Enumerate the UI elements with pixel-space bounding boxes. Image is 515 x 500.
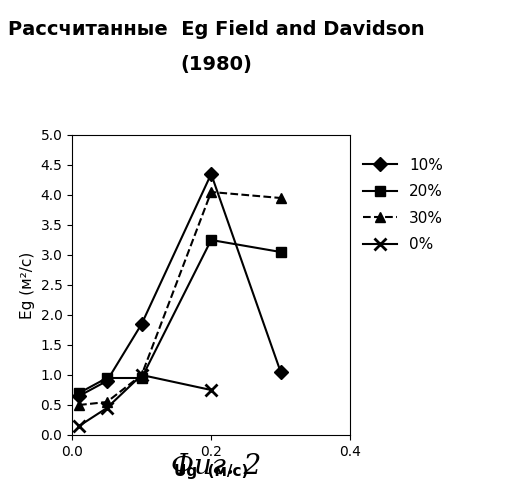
Line: 10%: 10% [74,169,285,401]
10% [139,321,145,327]
Legend: 10%, 20%, 30%, 0%: 10%, 20%, 30%, 0% [364,158,443,252]
20% [278,249,284,255]
20% [76,390,82,396]
Y-axis label: Eg (м²/с): Eg (м²/с) [20,252,35,318]
30% [104,399,110,405]
10% [104,378,110,384]
10% [76,393,82,399]
30% [278,195,284,201]
20% [104,375,110,381]
Text: Рассчитанные  Eg Field and Davidson: Рассчитанные Eg Field and Davidson [8,20,424,39]
0% [139,372,145,378]
30% [76,402,82,408]
20% [139,375,145,381]
Line: 30%: 30% [74,187,285,410]
0% [76,423,82,429]
20% [208,237,214,243]
Line: 20%: 20% [74,235,285,398]
0% [208,387,214,393]
Text: (1980): (1980) [180,55,252,74]
30% [139,372,145,378]
10% [208,171,214,177]
Text: Фиг. 2: Фиг. 2 [171,453,262,480]
10% [278,369,284,375]
X-axis label: Ug  (м/с): Ug (м/с) [174,464,248,479]
30% [208,189,214,195]
Line: 0%: 0% [73,369,217,432]
0% [104,405,110,411]
